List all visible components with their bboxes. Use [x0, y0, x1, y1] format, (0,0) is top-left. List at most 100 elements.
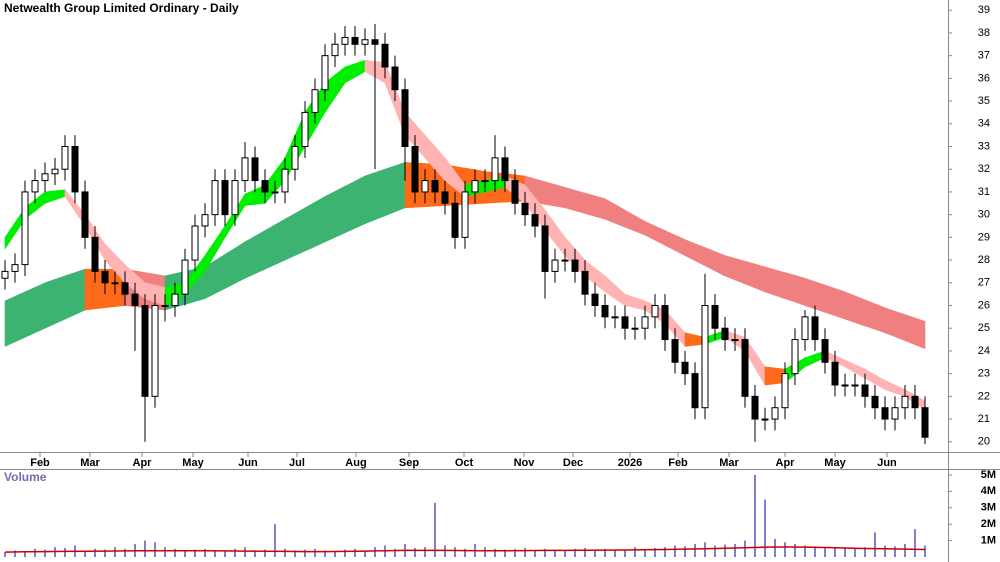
candle-body	[531, 214, 539, 227]
candle-body	[11, 264, 19, 272]
volume-bar	[24, 551, 26, 557]
candle-body	[41, 173, 49, 182]
volume-bar	[764, 499, 766, 557]
candle-body	[451, 202, 459, 238]
x-tick-label: Feb	[30, 457, 50, 469]
volume-bar	[724, 544, 726, 557]
candle-body	[791, 339, 799, 375]
y-tick-label: 35	[978, 95, 990, 107]
candle-body	[751, 395, 759, 420]
volume-bar	[834, 547, 836, 557]
volume-bar	[224, 551, 226, 557]
candle-body	[761, 418, 769, 421]
candle-body	[661, 304, 669, 341]
volume-bar	[484, 547, 486, 557]
candle-body	[701, 304, 709, 409]
volume-bar	[114, 547, 116, 557]
y-tick-label: 36	[978, 72, 990, 84]
candle-body	[681, 361, 689, 375]
y-tick-label: 34	[978, 118, 990, 130]
volume-bar	[454, 547, 456, 557]
volume-bar	[684, 546, 686, 557]
candle-body	[261, 180, 269, 193]
candle-body	[21, 191, 29, 266]
band-segment	[904, 314, 926, 350]
y-tick-label: 5M	[981, 469, 996, 481]
candle-body	[301, 111, 309, 148]
candle-body	[231, 180, 239, 216]
volume-bar	[204, 548, 206, 557]
volume-bar	[524, 547, 526, 557]
volume-bar	[374, 547, 376, 557]
candle-body	[461, 191, 469, 238]
candle-body	[631, 327, 639, 330]
candle-body	[871, 395, 879, 409]
candle-body	[471, 180, 479, 193]
y-tick-label: 2M	[981, 518, 996, 530]
y-tick-label: 32	[978, 163, 990, 175]
volume-bar	[444, 545, 446, 557]
volume-bar	[704, 542, 706, 557]
candle-body	[561, 259, 569, 262]
candle-body	[641, 316, 649, 329]
band-segment	[24, 282, 46, 338]
y-tick-label: 28	[978, 254, 990, 266]
x-tick-label: 2026	[618, 457, 642, 469]
volume-bar	[194, 549, 196, 557]
x-tick-label: Oct	[455, 457, 474, 469]
volume-bar	[534, 550, 536, 557]
volume-bar	[914, 529, 916, 557]
candle-body	[321, 55, 329, 91]
candle-body	[741, 339, 749, 397]
y-tick-label: 27	[978, 277, 990, 289]
y-tick-label: 31	[978, 186, 990, 198]
candle-body	[861, 384, 869, 397]
candle-body	[601, 304, 609, 318]
volume-bar	[574, 548, 576, 557]
volume-bar	[874, 532, 876, 557]
band-segment	[344, 175, 366, 234]
candle-body	[111, 282, 119, 285]
candle-body	[551, 259, 559, 272]
volume-bar	[174, 548, 176, 557]
volume-bar	[864, 547, 866, 557]
volume-bar	[154, 542, 156, 557]
candle-body	[151, 304, 159, 397]
candle-body	[831, 361, 839, 386]
candle-body	[241, 157, 249, 182]
volume-bar	[494, 548, 496, 557]
candle-body	[71, 146, 79, 193]
candle-body	[81, 191, 89, 238]
candle-body	[211, 180, 219, 216]
volume-bar	[344, 549, 346, 557]
x-tick-label: Jun	[238, 457, 258, 469]
x-tick-label: Mar	[80, 457, 100, 469]
candle-body	[391, 66, 399, 91]
candle-body	[91, 236, 99, 272]
volume-bar	[784, 542, 786, 557]
candle-body	[841, 384, 849, 387]
candle-body	[311, 89, 319, 113]
volume-bar	[304, 549, 306, 557]
band-segment	[364, 168, 386, 225]
volume-bar	[64, 547, 66, 557]
volume-bar	[284, 548, 286, 557]
x-tick-label: Aug	[345, 457, 366, 469]
candle-body	[161, 304, 169, 307]
volume-bar	[844, 547, 846, 557]
candle-body	[511, 180, 519, 204]
volume-bar	[244, 547, 246, 557]
y-tick-label: 1M	[981, 534, 996, 546]
candle-body	[131, 293, 139, 306]
volume-label: Volume	[4, 470, 47, 484]
candle-body	[371, 39, 379, 45]
volume-bar	[324, 550, 326, 557]
volume-bar	[544, 548, 546, 557]
candle-body	[341, 36, 349, 45]
y-tick-label: 29	[978, 231, 990, 243]
candle-body	[691, 373, 699, 409]
y-tick-label: 24	[978, 345, 990, 357]
volume-bar	[94, 548, 96, 557]
candle-body	[251, 157, 259, 182]
volume-bar	[424, 547, 426, 557]
